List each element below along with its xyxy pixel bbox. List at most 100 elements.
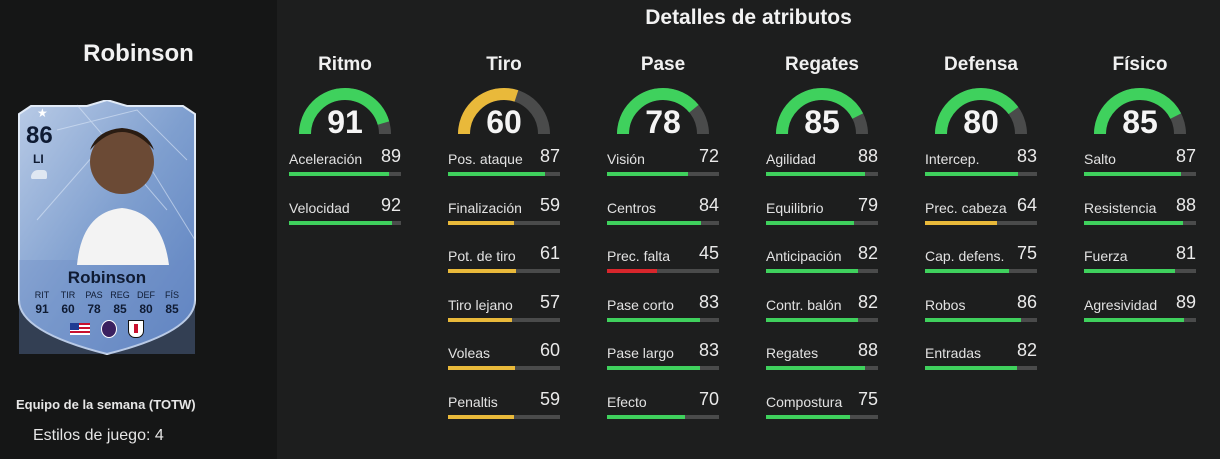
attribute-bar-fill bbox=[289, 220, 393, 225]
attribute-bar bbox=[448, 414, 560, 419]
attribute-row: Prec. cabeza 64 bbox=[925, 192, 1037, 241]
attribute-bar bbox=[766, 269, 878, 274]
attribute-value: 83 bbox=[1016, 146, 1037, 166]
attribute-bar bbox=[766, 414, 878, 419]
attribute-bar bbox=[448, 317, 560, 322]
attribute-value: 82 bbox=[857, 291, 878, 312]
attribute-row: Penaltis 59 bbox=[448, 386, 560, 435]
attribute-value: 59 bbox=[539, 388, 560, 409]
attribute-name: Compostura bbox=[766, 393, 843, 410]
attribute-value: 87 bbox=[539, 146, 560, 166]
attribute-value: 61 bbox=[539, 243, 560, 264]
gauge-fill bbox=[299, 88, 391, 135]
attribute-value: 82 bbox=[857, 243, 878, 264]
attribute-row: Pot. de tiro 61 bbox=[448, 240, 560, 289]
attribute-name: Visión bbox=[607, 151, 645, 167]
category-value: 78 bbox=[645, 104, 681, 140]
category-title: Regates bbox=[785, 54, 859, 75]
attribute-bar bbox=[766, 317, 878, 322]
attribute-bar-fill bbox=[607, 317, 700, 322]
attribute-name: Anticipación bbox=[766, 248, 842, 265]
attribute-value: 88 bbox=[857, 340, 878, 361]
attribute-row: Regates 88 bbox=[766, 337, 878, 386]
attribute-bar-fill bbox=[1084, 172, 1182, 176]
category-gauge: 80 bbox=[933, 86, 1029, 142]
attribute-name: Prec. cabeza bbox=[925, 199, 1007, 216]
attribute-bar-fill bbox=[766, 317, 858, 322]
card-stats: RIT 91 TIR 60 PAS 78 REG 85 DEF 80 FÍS 85 bbox=[29, 290, 185, 316]
attribute-value: 82 bbox=[1016, 340, 1037, 361]
player-card[interactable]: ★ 86 LI Robinson RIT 91 TIR 60 PAS 78 REG 85… bbox=[17, 100, 197, 355]
attribute-bar-fill bbox=[448, 269, 517, 274]
attribute-bar-fill bbox=[766, 414, 850, 419]
attribute-row: Resistencia 88 bbox=[1084, 192, 1196, 241]
attribute-row: Intercep. 83 bbox=[925, 143, 1037, 192]
attribute-bar-fill bbox=[766, 269, 858, 274]
attribute-bar bbox=[289, 172, 401, 176]
category-title: Físico bbox=[1112, 54, 1168, 75]
player-head bbox=[90, 130, 154, 194]
category-value: 80 bbox=[963, 104, 999, 140]
attribute-bar-fill bbox=[448, 414, 515, 419]
attribute-name: Entradas bbox=[925, 345, 982, 362]
attribute-row: Fuerza 81 bbox=[1084, 240, 1196, 289]
attribute-row: Efecto 70 bbox=[607, 386, 719, 435]
attribute-bar-fill bbox=[448, 366, 516, 371]
attribute-value: 79 bbox=[857, 194, 878, 215]
attribute-bar-fill bbox=[766, 220, 855, 225]
category-tiro: Tiro 60 Pos. ataque 87 Finalización 59 Pot. de… bbox=[448, 54, 560, 435]
team-label: Equipo de la semana (TOTW) bbox=[16, 397, 196, 412]
playstyles-label[interactable]: Estilos de juego: 4 bbox=[33, 427, 164, 444]
attribute-value: 57 bbox=[539, 291, 560, 312]
card-stat: FÍS 85 bbox=[164, 290, 179, 316]
attribute-name: Resistencia bbox=[1084, 199, 1157, 216]
attribute-bar bbox=[289, 220, 401, 225]
category-defensa: Defensa 80 Intercep. 83 Prec. cabeza 64 Cap. d… bbox=[925, 54, 1037, 386]
attribute-bar-fill bbox=[766, 366, 865, 371]
attribute-value: 75 bbox=[1016, 243, 1037, 264]
card-stat: DEF 80 bbox=[137, 290, 155, 316]
attribute-bar bbox=[607, 269, 719, 274]
card-stat: PAS 78 bbox=[85, 290, 103, 316]
attribute-row: Velocidad 92 bbox=[289, 192, 401, 241]
attribute-name: Fuerza bbox=[1084, 248, 1128, 265]
attribute-bar-fill bbox=[607, 269, 658, 274]
attribute-value: 87 bbox=[1175, 146, 1196, 166]
attribute-bar bbox=[766, 172, 878, 176]
category-value: 60 bbox=[486, 104, 522, 140]
attribute-row: Anticipación 82 bbox=[766, 240, 878, 289]
attribute-bar-fill bbox=[766, 172, 865, 176]
attribute-bar bbox=[925, 172, 1037, 176]
attribute-value: 84 bbox=[698, 194, 719, 215]
attribute-value: 89 bbox=[1175, 291, 1196, 312]
attribute-row: Voleas 60 bbox=[448, 337, 560, 386]
attribute-name: Agilidad bbox=[766, 151, 816, 167]
attribute-value: 81 bbox=[1175, 243, 1196, 264]
attribute-bar-fill bbox=[925, 317, 1022, 322]
category-regates: Regates 85 Agilidad 88 Equilibrio 79 Anticipac… bbox=[766, 54, 878, 435]
attribute-name: Pase corto bbox=[607, 296, 674, 313]
attribute-name: Tiro lejano bbox=[448, 296, 513, 313]
category-físico: Físico 85 Salto 87 Resistencia 88 Fuerza 81 Agre… bbox=[1084, 54, 1196, 337]
attribute-name: Cap. defens. bbox=[925, 248, 1005, 265]
attribute-name: Prec. falta bbox=[607, 248, 671, 265]
attribute-value: 83 bbox=[698, 340, 719, 361]
club-badge-icon bbox=[128, 320, 144, 338]
gauge-fill bbox=[617, 88, 709, 135]
attribute-row: Visión 72 bbox=[607, 143, 719, 192]
attribute-row: Entradas 82 bbox=[925, 337, 1037, 386]
player-name: Robinson bbox=[83, 40, 194, 67]
attribute-row: Prec. falta 45 bbox=[607, 240, 719, 289]
attribute-name: Pos. ataque bbox=[448, 151, 523, 167]
attribute-row: Pase corto 83 bbox=[607, 289, 719, 338]
attribute-name: Aceleración bbox=[289, 151, 363, 167]
usa-flag-icon bbox=[70, 323, 90, 335]
card-stat: REG 85 bbox=[110, 290, 130, 316]
attribute-bar bbox=[925, 317, 1037, 322]
attribute-bar bbox=[925, 269, 1037, 274]
attribute-row: Equilibrio 79 bbox=[766, 192, 878, 241]
attribute-bar bbox=[766, 366, 878, 371]
attribute-row: Salto 87 bbox=[1084, 143, 1196, 192]
attribute-name: Pase largo bbox=[607, 345, 674, 362]
gauge-fill bbox=[935, 88, 1027, 135]
